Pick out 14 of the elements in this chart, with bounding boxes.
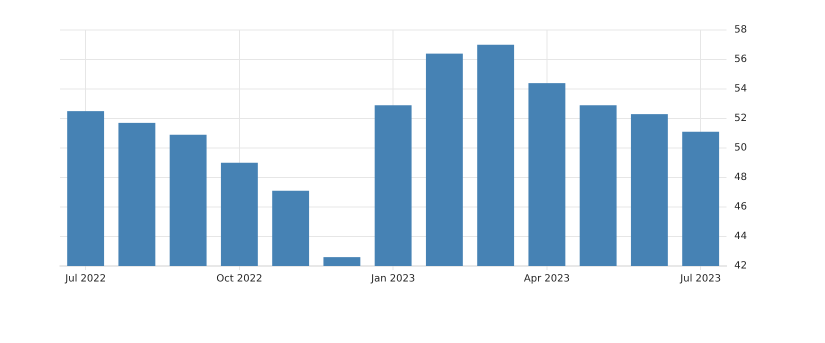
y-tick-label: 46: [734, 202, 748, 213]
y-tick-label: 42: [734, 260, 748, 272]
y-tick-label: 50: [734, 142, 748, 154]
x-tick-label: Jan 2023: [370, 274, 416, 285]
y-tick-label: 58: [734, 24, 748, 36]
x-tick-label: Apr 2023: [524, 274, 570, 285]
y-tick-label: 56: [734, 54, 748, 66]
x-tick-label: Jul 2023: [679, 274, 721, 285]
y-tick-label: 44: [734, 231, 748, 242]
y-tick-label: 48: [734, 172, 748, 184]
x-tick-label: Oct 2022: [216, 274, 262, 285]
y-tick-label: 54: [734, 84, 748, 95]
y-tick-label: 52: [734, 113, 748, 124]
x-tick-label: Jul 2022: [64, 274, 106, 285]
